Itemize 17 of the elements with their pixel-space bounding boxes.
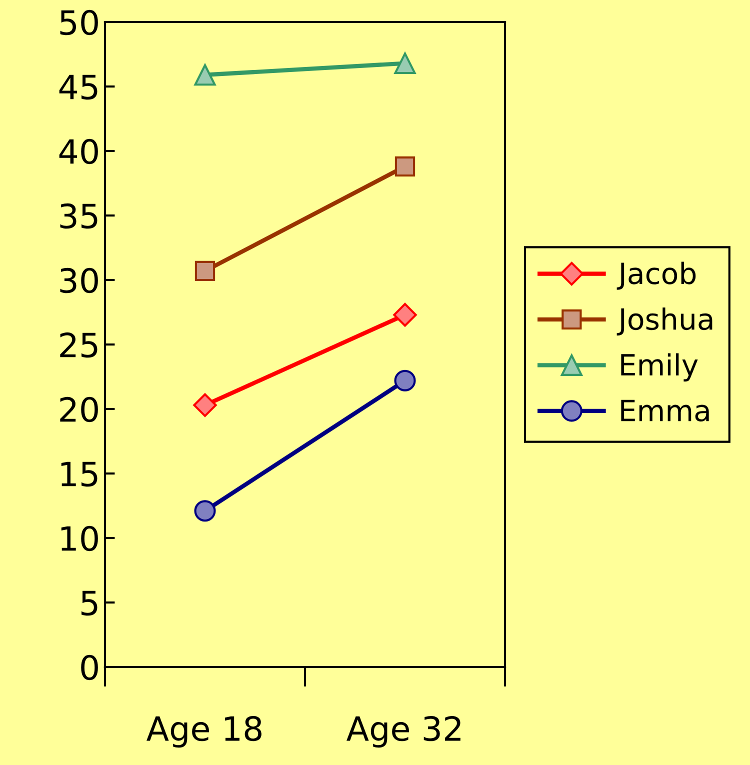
- y-tick-label: 10: [61, 526, 98, 552]
- legend-label: Emma: [621, 400, 709, 422]
- y-tick-label: 50: [60, 10, 98, 36]
- legend-label: Emily: [621, 353, 698, 382]
- y-tick-label: 30: [60, 268, 98, 294]
- x-tick-label: Age 18: [146, 716, 262, 748]
- y-tick-label: 0: [81, 654, 98, 680]
- y-tick-label: 20: [60, 396, 98, 422]
- x-tick-label: Age 32: [346, 716, 460, 748]
- y-tick-label: 40: [59, 138, 98, 164]
- legend-label: Jacob: [616, 262, 696, 290]
- y-tick-label: 45: [59, 74, 98, 100]
- y-tick-label: 5: [82, 590, 98, 616]
- y-tick-label: 35: [60, 203, 98, 229]
- y-tick-label: 25: [60, 332, 98, 358]
- y-tick-label: 15: [61, 462, 98, 487]
- legend-label: Joshua: [616, 308, 712, 336]
